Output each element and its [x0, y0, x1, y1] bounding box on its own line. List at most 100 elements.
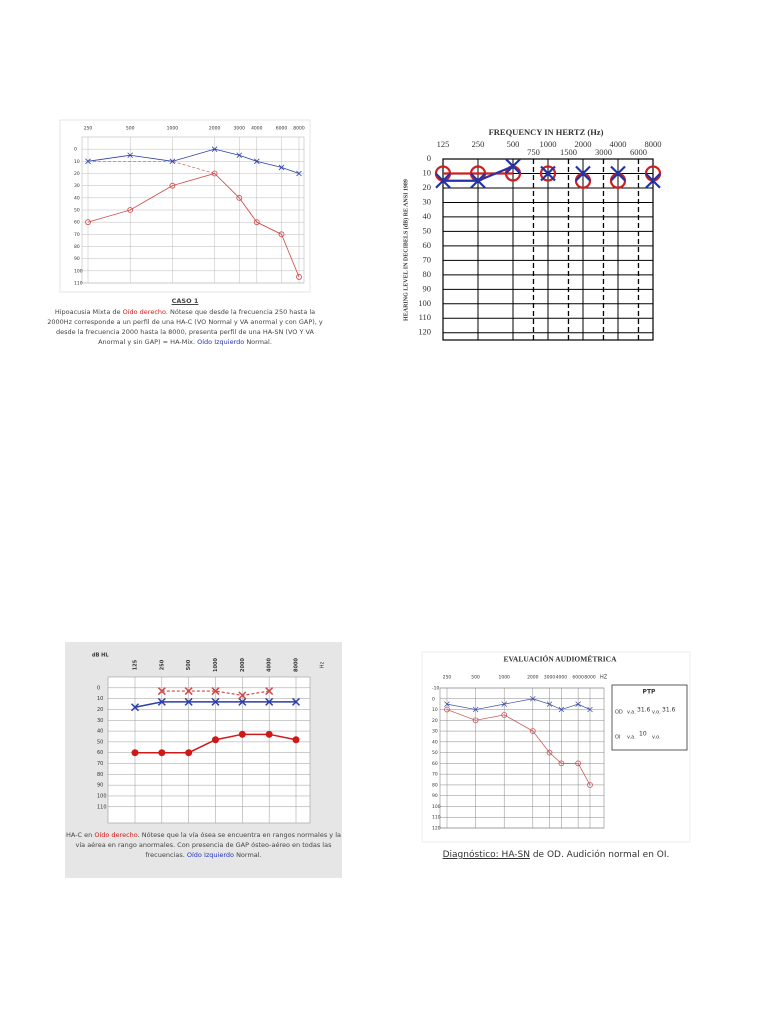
caption-text: Oído Izquierdo — [197, 338, 245, 346]
y-tick-label: 20 — [74, 171, 80, 177]
marker — [157, 697, 166, 706]
marker — [296, 274, 302, 280]
ptp-label: v.a. — [627, 735, 636, 741]
marker — [558, 706, 565, 713]
diagnosis-text: Diagnóstico: — [442, 850, 499, 860]
x-tick-label: 125 — [133, 659, 139, 670]
marker — [127, 152, 133, 159]
marker — [265, 730, 273, 738]
y-tick-label: 110 — [432, 815, 441, 821]
x-tick-label: 500 — [186, 659, 192, 670]
y-tick-label: 100 — [74, 268, 83, 274]
x-tick-label: 1000 — [540, 139, 557, 149]
marker — [540, 165, 556, 182]
x-tick-label: 6000 — [572, 675, 584, 681]
y-tick-label: 80 — [97, 772, 103, 778]
marker — [169, 158, 176, 165]
y-tick-label: 10 — [423, 167, 432, 177]
marker — [211, 170, 218, 177]
y-tick-label: 0 — [432, 696, 435, 702]
x-tick-label: 250 — [159, 659, 165, 670]
ptp-value: 31.6 — [662, 707, 676, 714]
caption: HA-C en Oído derecho. Nótese que la vía … — [65, 830, 342, 860]
x-tick-label: 2000 — [527, 675, 539, 681]
x-tick-label: 500 — [507, 139, 520, 149]
y-tick-label: 50 — [432, 750, 438, 756]
heading: CASO 1 — [171, 297, 199, 305]
marker — [539, 165, 557, 182]
marker — [444, 701, 450, 707]
marker — [185, 749, 193, 757]
x-tick-label: 2000 — [575, 139, 592, 149]
marker — [296, 170, 302, 177]
marker — [435, 172, 451, 189]
marker — [610, 165, 626, 182]
marker — [501, 701, 507, 707]
x-tick-label: 2000 — [240, 658, 246, 672]
caption-text: Oído Izquierdo — [186, 851, 234, 859]
marker — [265, 687, 274, 696]
x-tick-label: 500 — [126, 126, 135, 132]
marker — [184, 697, 193, 706]
caption-text: Oído derecho — [94, 831, 138, 839]
y-tick-label: 10 — [432, 707, 438, 713]
ptp-box — [611, 684, 688, 751]
caption: Hipoacusia Mixta de Oído derecho. Nótese… — [45, 307, 325, 347]
y-tick-label: 20 — [423, 182, 432, 192]
x-tick-label: 8000 — [645, 139, 662, 149]
x-tick-label: 8000 — [584, 675, 596, 681]
y-tick-label: 50 — [423, 225, 432, 235]
marker — [184, 687, 193, 696]
y-tick-label: 50 — [97, 739, 103, 745]
plot-area — [439, 687, 605, 829]
ptp-label: OI — [615, 735, 620, 741]
marker — [127, 207, 134, 213]
y-axis-label: dB HL — [92, 653, 109, 659]
caption-text: HA-C en — [66, 831, 95, 839]
marker — [85, 219, 91, 226]
marker — [278, 231, 285, 238]
y-tick-label: 20 — [432, 718, 438, 724]
y-tick-label: 0 — [74, 147, 77, 153]
marker — [157, 687, 166, 696]
x-tick-label: 8000 — [294, 658, 300, 672]
y-tick-label: 100 — [418, 298, 431, 308]
y-tick-label: 0 — [97, 685, 100, 691]
caption-text: Normal. — [234, 851, 262, 859]
y-tick-label: 110 — [419, 312, 431, 322]
ptp-value: 10 — [639, 731, 647, 738]
y-tick-label: 20 — [97, 707, 103, 713]
y-tick-label: 40 — [423, 211, 432, 221]
y-tick-label: 80 — [423, 269, 432, 279]
marker — [470, 172, 486, 189]
marker — [444, 706, 450, 713]
x-tick-label: 250 — [472, 139, 485, 149]
x-tick-label: 750 — [527, 147, 540, 157]
marker — [238, 730, 246, 738]
marker — [291, 697, 301, 706]
y-tick-label: 110 — [97, 804, 107, 810]
y-tick-label: 120 — [432, 826, 441, 832]
marker — [472, 706, 479, 713]
y-tick-label: 60 — [97, 750, 103, 756]
marker — [211, 687, 220, 696]
y-tick-label: 80 — [432, 782, 438, 788]
marker — [236, 194, 243, 201]
x-tick-label: 1500 — [560, 147, 577, 157]
marker — [546, 701, 553, 707]
y-tick-label: 90 — [423, 283, 432, 293]
marker — [501, 712, 508, 718]
x-tick-label: 3000 — [595, 147, 612, 157]
y-tick-label: 30 — [432, 729, 438, 735]
x-tick-label: 6000 — [630, 147, 647, 157]
x-tick-label: 4000 — [251, 126, 263, 132]
y-tick-label: 30 — [97, 718, 103, 724]
y-axis-label: HEARING LEVEL IN DECIBELS (dB) RE ANSI 1… — [402, 179, 409, 321]
marker — [575, 701, 581, 707]
y-tick-label: 50 — [74, 208, 80, 214]
y-tick-label: 40 — [97, 729, 103, 735]
marker — [253, 219, 260, 226]
caption-text: Hipoacusia Mixta de — [54, 308, 123, 316]
